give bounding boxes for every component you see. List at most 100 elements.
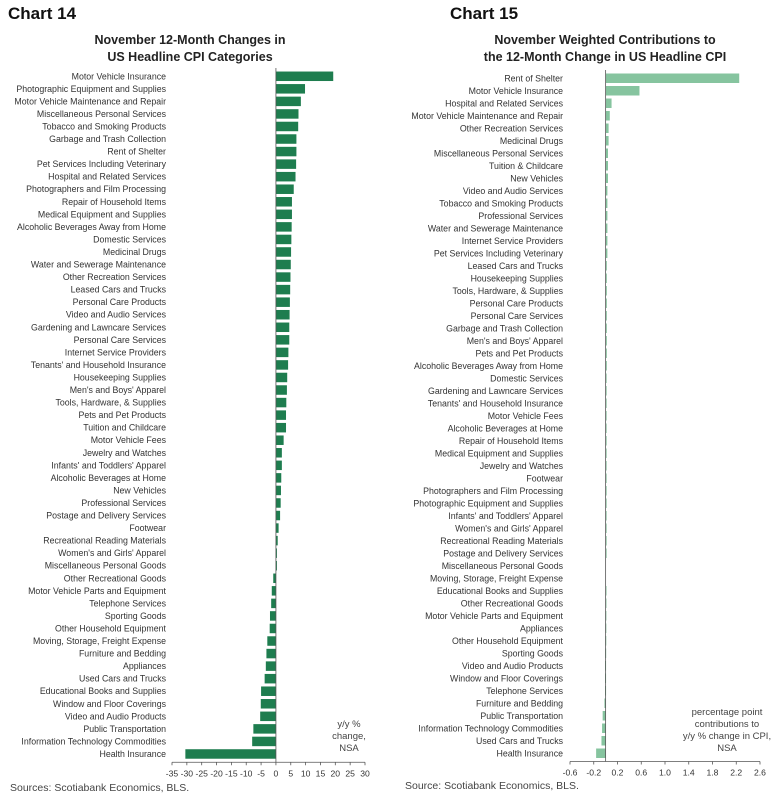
chart15-category-label: Tenants' and Household Insurance [428,398,563,408]
chart14-category-label: Personal Care Services [74,335,167,345]
chart14-bar [275,96,301,107]
chart15-category-label: Telephone Services [486,686,563,696]
chart14-bar [275,523,279,533]
chart14-title-line1: November 12-Month Changes in [94,33,286,47]
chart14-bar [275,171,296,182]
chart15-tick-label: -0.6 [563,768,578,778]
chart14-category-label: Alcoholic Beverages Away from Home [17,222,166,232]
chart14-bar [275,234,292,245]
chart14-bar [275,335,290,345]
chart14-category-label: Pets and Pet Products [78,410,166,420]
chart15-bar [605,98,612,108]
chart14-bar [275,159,297,169]
chart14-category-label: Gardening and Lawncare Services [31,322,167,332]
chart15-note-line1: percentage point [691,707,763,718]
chart14-category-label: Repair of Household Items [62,197,167,207]
chart15-bar [605,273,607,283]
chart15-tick-label: 2.2 [730,768,742,778]
chart15-category-label: Sporting Goods [502,648,564,658]
chart15-bar [605,198,608,208]
chart14-plot: Motor Vehicle Insurance Photographic Equi… [14,68,370,778]
chart15-category-label: Motor Vehicle Parts and Equipment [425,611,563,621]
chart14-bar [275,197,292,207]
chart14-number: Chart 14 [8,4,77,23]
chart14-tick-label: -10 [240,768,253,778]
chart15-bar [602,723,606,733]
chart15-bar [605,336,607,346]
chart14-category-label: Miscellaneous Personal Services [37,109,167,119]
chart14-category-label: Video and Audio Products [65,711,167,721]
chart15-category-label: Health Insurance [496,748,563,758]
chart15-category-label: Miscellaneous Personal Goods [442,561,564,571]
chart14-bar [185,749,276,759]
chart14-category-label: Medicinal Drugs [103,247,167,257]
chart15-bar [596,748,606,758]
chart14-tick-label: -30 [181,768,194,778]
chart15-bar [605,436,607,446]
chart15-category-label: Miscellaneous Personal Services [434,148,564,158]
chart14-category-label: Tenants' and Household Insurance [31,360,166,370]
chart15-category-label: Repair of Household Items [459,436,564,446]
chart15-tick-label: 1.0 [659,768,671,778]
chart15-bar [605,298,607,308]
chart15-bar [604,698,606,708]
chart14-tick-label: 20 [331,768,341,778]
chart15-category-label: Educational Books and Supplies [437,586,564,596]
chart15-bar [601,736,606,746]
chart14-bar [275,121,299,132]
chart15-category-label: Window and Floor Coverings [450,673,564,683]
chart15-category-label: Pets and Pet Products [475,348,563,358]
chart15-bar [605,361,607,371]
chart15-category-label: Other Recreational Goods [461,598,564,608]
chart15-bar [605,423,607,433]
chart15-category-label: Leased Cars and Trucks [468,261,564,271]
chart14-bar [269,623,276,634]
chart15-category-label: Medicinal Drugs [500,136,564,146]
chart15-category-label: Medical Equipment and Supplies [435,448,564,458]
chart15-bar [605,373,607,383]
chart14-category-label: Leased Cars and Trucks [71,285,167,295]
chart14-category-label: Other Household Equipment [55,623,167,633]
chart15-bar [605,86,640,96]
chart15-unit-note: percentage point contributions to y/y % … [680,707,774,755]
chart14-bar [275,209,292,220]
chart14-bar [275,222,292,232]
chart15-category-label: Video and Audio Services [463,186,564,196]
chart14-category-label: Moving, Storage, Freight Expense [33,636,166,646]
chart15-title: November Weighted Contributions to the 1… [440,32,770,66]
chart14-category-label: Medical Equipment and Supplies [38,209,167,219]
chart15-plot: Rent of Shelter Motor Vehicle Insurance Ho… [411,70,766,778]
chart14-note-line2: change, [332,731,366,742]
chart14-bar [275,134,297,144]
chart15-category-label: Tools, Hardware, & Supplies [452,286,563,296]
chart14-bar [261,686,276,696]
chart14-tick-label: -35 [166,768,179,778]
chart15-category-label: Used Cars and Trucks [476,736,564,746]
chart14-category-label: Professional Services [81,498,166,508]
chart14-category-label: Tuition and Childcare [83,423,166,433]
chart15-bar [605,398,607,408]
chart14-category-label: Used Cars and Trucks [79,674,167,684]
chart14-source: Sources: Scotiabank Economics, BLS. [10,782,190,794]
chart15-bar [605,536,607,546]
chart15-category-label: Public Transportation [480,711,563,721]
chart15-category-label: Motor Vehicle Fees [488,411,564,421]
chart15-category-label: Furniture and Bedding [476,698,563,708]
chart14-category-label: Personal Care Products [73,297,167,307]
chart15-bar [605,248,608,258]
chart15-category-label: Internet Service Providers [462,236,564,246]
chart15-category-label: Housekeeping Supplies [471,273,564,283]
chart14-category-label: Photographic Equipment and Supplies [16,84,166,94]
chart14-bar [275,460,282,471]
chart14-bar [275,498,281,508]
chart14-bar [275,259,291,270]
chart14-category-label: Miscellaneous Personal Goods [45,561,167,571]
chart14-bar [275,435,284,445]
chart14-category-label: Infants' and Toddlers' Apparel [51,460,166,470]
chart15-category-label: Footwear [526,473,563,483]
chart14-tick-label: 25 [345,768,355,778]
chart14-bar [275,184,294,194]
chart15-note-line3: y/y % change in CPI, [682,731,772,742]
chart14-bar [260,699,276,709]
chart14-bar [264,673,276,684]
